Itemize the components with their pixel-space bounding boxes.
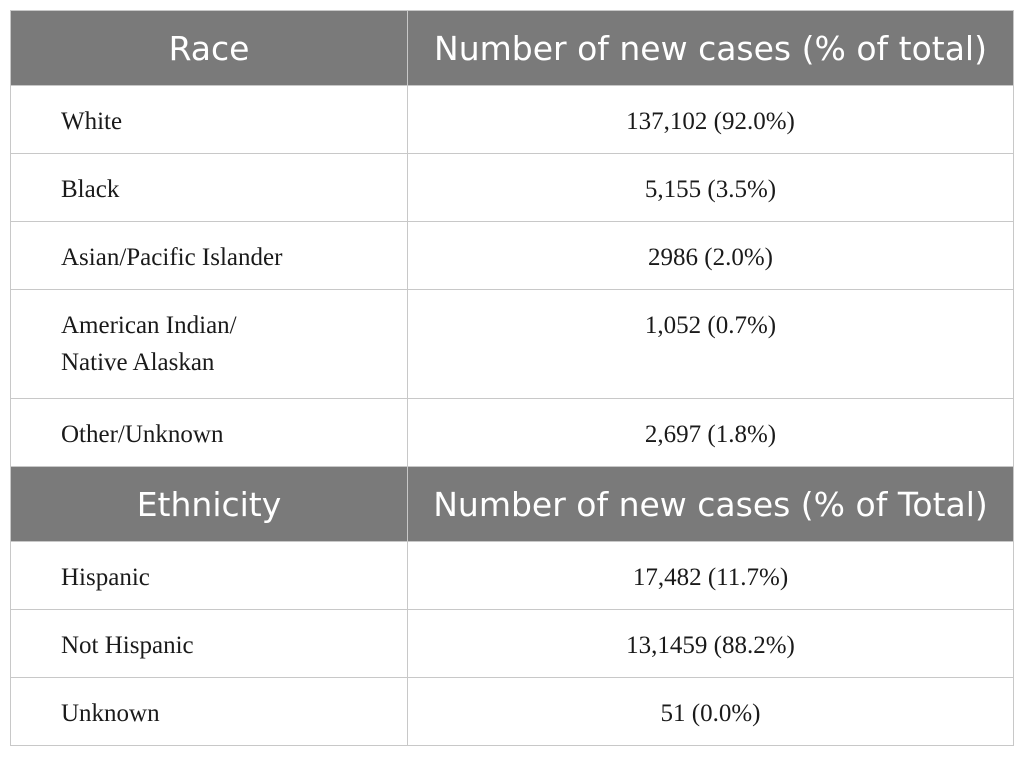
race-cases-header: Number of new cases (% of total) (407, 10, 1014, 86)
demographics-table: Race Number of new cases (% of total) Wh… (10, 10, 1014, 746)
table-row: Other/Unknown 2,697 (1.8%) (10, 398, 1014, 467)
row-value: 1,052 (0.7%) (407, 289, 1014, 399)
table-row: Not Hispanic 13,1459 (88.2%) (10, 609, 1014, 678)
row-label: American Indian/ Native Alaskan (10, 289, 408, 399)
ethnicity-header-row: Ethnicity Number of new cases (% of Tota… (10, 466, 1014, 542)
row-value: 13,1459 (88.2%) (407, 609, 1014, 678)
race-header: Race (10, 10, 408, 86)
row-value: 137,102 (92.0%) (407, 85, 1014, 154)
row-value: 2,697 (1.8%) (407, 398, 1014, 467)
row-label: White (10, 85, 408, 154)
cases-table: Race Number of new cases (% of total) Wh… (10, 10, 1014, 746)
table-row: Unknown 51 (0.0%) (10, 677, 1014, 746)
table-row: White 137,102 (92.0%) (10, 85, 1014, 154)
row-label: Other/Unknown (10, 398, 408, 467)
row-value: 5,155 (3.5%) (407, 153, 1014, 222)
row-label: Hispanic (10, 541, 408, 610)
row-label-line-2: Native Alaskan (61, 349, 215, 376)
table-row: American Indian/ Native Alaskan 1,052 (0… (10, 289, 1014, 399)
table-row: Hispanic 17,482 (11.7%) (10, 541, 1014, 610)
row-value: 17,482 (11.7%) (407, 541, 1014, 610)
row-label: Asian/Pacific Islander (10, 221, 408, 290)
row-label: Not Hispanic (10, 609, 408, 678)
row-label: Black (10, 153, 408, 222)
ethnicity-cases-header: Number of new cases (% of Total) (407, 466, 1014, 542)
ethnicity-header: Ethnicity (10, 466, 408, 542)
table-row: Black 5,155 (3.5%) (10, 153, 1014, 222)
row-value: 51 (0.0%) (407, 677, 1014, 746)
table-row: Asian/Pacific Islander 2986 (2.0%) (10, 221, 1014, 290)
race-header-row: Race Number of new cases (% of total) (10, 10, 1014, 86)
row-value: 2986 (2.0%) (407, 221, 1014, 290)
row-label: Unknown (10, 677, 408, 746)
row-label-line-1: American Indian/ (61, 312, 237, 339)
